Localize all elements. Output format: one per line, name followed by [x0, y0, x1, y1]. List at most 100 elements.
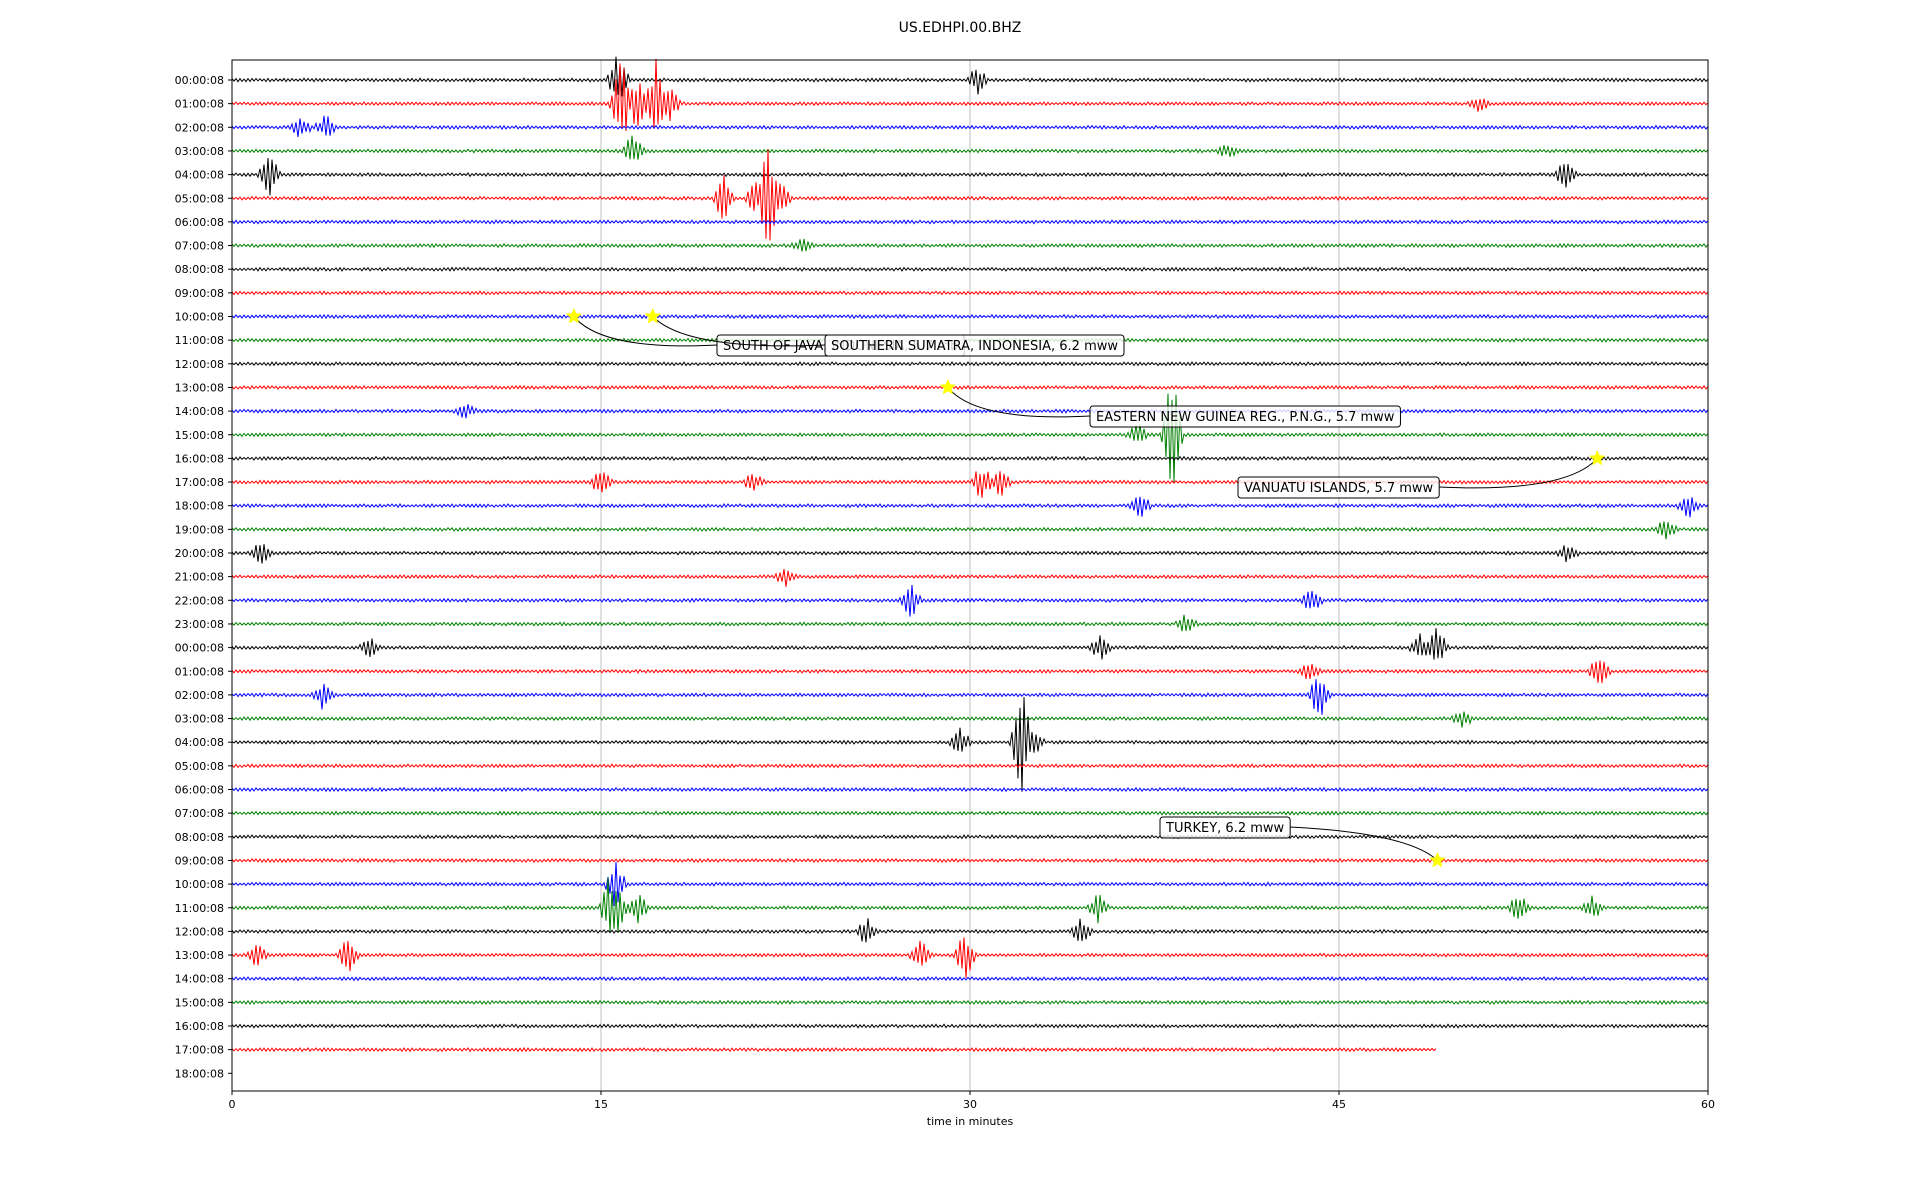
- event-star: [644, 307, 661, 324]
- seismic-trace: [231, 544, 1709, 564]
- x-tick-label: 0: [229, 1098, 236, 1111]
- seismic-trace: [231, 834, 1709, 840]
- time-label: 08:00:08: [175, 263, 224, 276]
- time-label: 08:00:08: [175, 831, 224, 844]
- time-label: 18:00:08: [175, 500, 224, 513]
- seismic-trace: [231, 521, 1709, 540]
- seismic-trace: [231, 58, 1709, 132]
- seismic-trace: [231, 135, 1709, 160]
- time-label: 15:00:08: [175, 429, 224, 442]
- seismic-trace: [231, 810, 1709, 816]
- annotation-connector: [1290, 826, 1438, 861]
- seismic-trace: [231, 628, 1709, 660]
- event-label: TURKEY, 6.2 mww: [1165, 821, 1285, 836]
- time-label: 04:00:08: [175, 736, 224, 749]
- seismic-trace: [231, 238, 1709, 252]
- seismic-trace: [231, 404, 1709, 419]
- event-star: [939, 378, 957, 395]
- seismic-trace: [231, 937, 1709, 978]
- time-label: 17:00:08: [175, 1044, 224, 1057]
- time-label: 11:00:08: [175, 334, 224, 347]
- x-tick-label: 60: [1701, 1098, 1715, 1111]
- event-star: [1589, 449, 1606, 466]
- time-label: 22:00:08: [175, 594, 224, 607]
- seismic-trace: [231, 999, 1709, 1005]
- seismic-trace: [231, 660, 1709, 684]
- time-label: 13:00:08: [175, 949, 224, 962]
- time-label: 06:00:08: [175, 784, 224, 797]
- time-label: 11:00:08: [175, 902, 224, 915]
- seismic-trace: [231, 697, 1709, 792]
- seismic-trace: [231, 614, 1709, 632]
- time-label: 20:00:08: [175, 547, 224, 560]
- seismic-trace: [231, 711, 1709, 728]
- seismic-trace: [231, 115, 1709, 137]
- event-star: [1429, 851, 1446, 868]
- x-axis-label: time in minutes: [926, 1115, 1014, 1128]
- seismic-trace: [231, 393, 1709, 483]
- time-label: 01:00:08: [175, 665, 224, 678]
- x-tick-label: 30: [963, 1098, 977, 1111]
- seismic-trace: [231, 290, 1709, 296]
- time-label: 05:00:08: [175, 192, 224, 205]
- annotation-connector: [947, 387, 1091, 418]
- time-label: 00:00:08: [175, 74, 224, 87]
- time-label: 17:00:08: [175, 476, 224, 489]
- time-label: 03:00:08: [175, 713, 224, 726]
- seismic-trace: [231, 266, 1709, 272]
- seismic-trace: [231, 877, 1709, 933]
- annotation-connector: [652, 316, 826, 347]
- time-label: 16:00:08: [175, 452, 224, 465]
- time-label: 18:00:08: [175, 1067, 224, 1080]
- time-label: 04:00:08: [175, 169, 224, 182]
- time-label: 12:00:08: [175, 925, 224, 938]
- time-label: 06:00:08: [175, 216, 224, 229]
- seismic-trace: [231, 218, 1709, 225]
- seismic-trace: [231, 56, 1709, 97]
- time-label: 21:00:08: [175, 571, 224, 584]
- seismic-trace: [231, 1047, 1437, 1053]
- time-label: 19:00:08: [175, 523, 224, 536]
- time-label: 15:00:08: [175, 996, 224, 1009]
- seismic-trace: [231, 471, 1709, 498]
- time-label: 09:00:08: [175, 854, 224, 867]
- seismic-trace: [231, 569, 1709, 587]
- seismic-trace: [231, 149, 1709, 241]
- time-label: 07:00:08: [175, 807, 224, 820]
- x-tick-label: 15: [594, 1098, 608, 1111]
- time-label: 12:00:08: [175, 358, 224, 371]
- time-label: 16:00:08: [175, 1020, 224, 1033]
- time-label: 13:00:08: [175, 381, 224, 394]
- event-label: EASTERN NEW GUINEA REG., P.N.G., 5.7 mww: [1096, 410, 1395, 425]
- seismic-trace: [231, 157, 1709, 196]
- seismic-trace: [231, 786, 1709, 793]
- time-label: 23:00:08: [175, 618, 224, 631]
- event-star: [565, 307, 583, 324]
- seismic-trace: [231, 862, 1709, 907]
- seismic-trace: [231, 455, 1709, 462]
- time-label: 14:00:08: [175, 405, 224, 418]
- time-label: 10:00:08: [175, 311, 224, 324]
- time-label: 09:00:08: [175, 287, 224, 300]
- chart-title: US.EDHPI.00.BHZ: [898, 20, 1022, 36]
- time-label: 07:00:08: [175, 240, 224, 253]
- seismic-trace: [231, 384, 1709, 391]
- seismic-trace: [231, 584, 1709, 617]
- seismic-trace: [231, 857, 1709, 864]
- time-label: 01:00:08: [175, 98, 224, 111]
- seismic-trace: [231, 361, 1709, 367]
- time-label: 03:00:08: [175, 145, 224, 158]
- seismic-trace: [231, 496, 1709, 518]
- annotation-connector: [573, 316, 718, 347]
- time-label: 00:00:08: [175, 642, 224, 655]
- time-label: 02:00:08: [175, 689, 224, 702]
- seismic-trace: [231, 1023, 1709, 1029]
- time-label: 02:00:08: [175, 121, 224, 134]
- annotation-connector: [1439, 458, 1598, 489]
- seismic-trace: [231, 763, 1709, 769]
- time-label: 05:00:08: [175, 760, 224, 773]
- time-label: 14:00:08: [175, 973, 224, 986]
- seismic-trace: [231, 976, 1709, 982]
- seismic-trace: [231, 679, 1709, 715]
